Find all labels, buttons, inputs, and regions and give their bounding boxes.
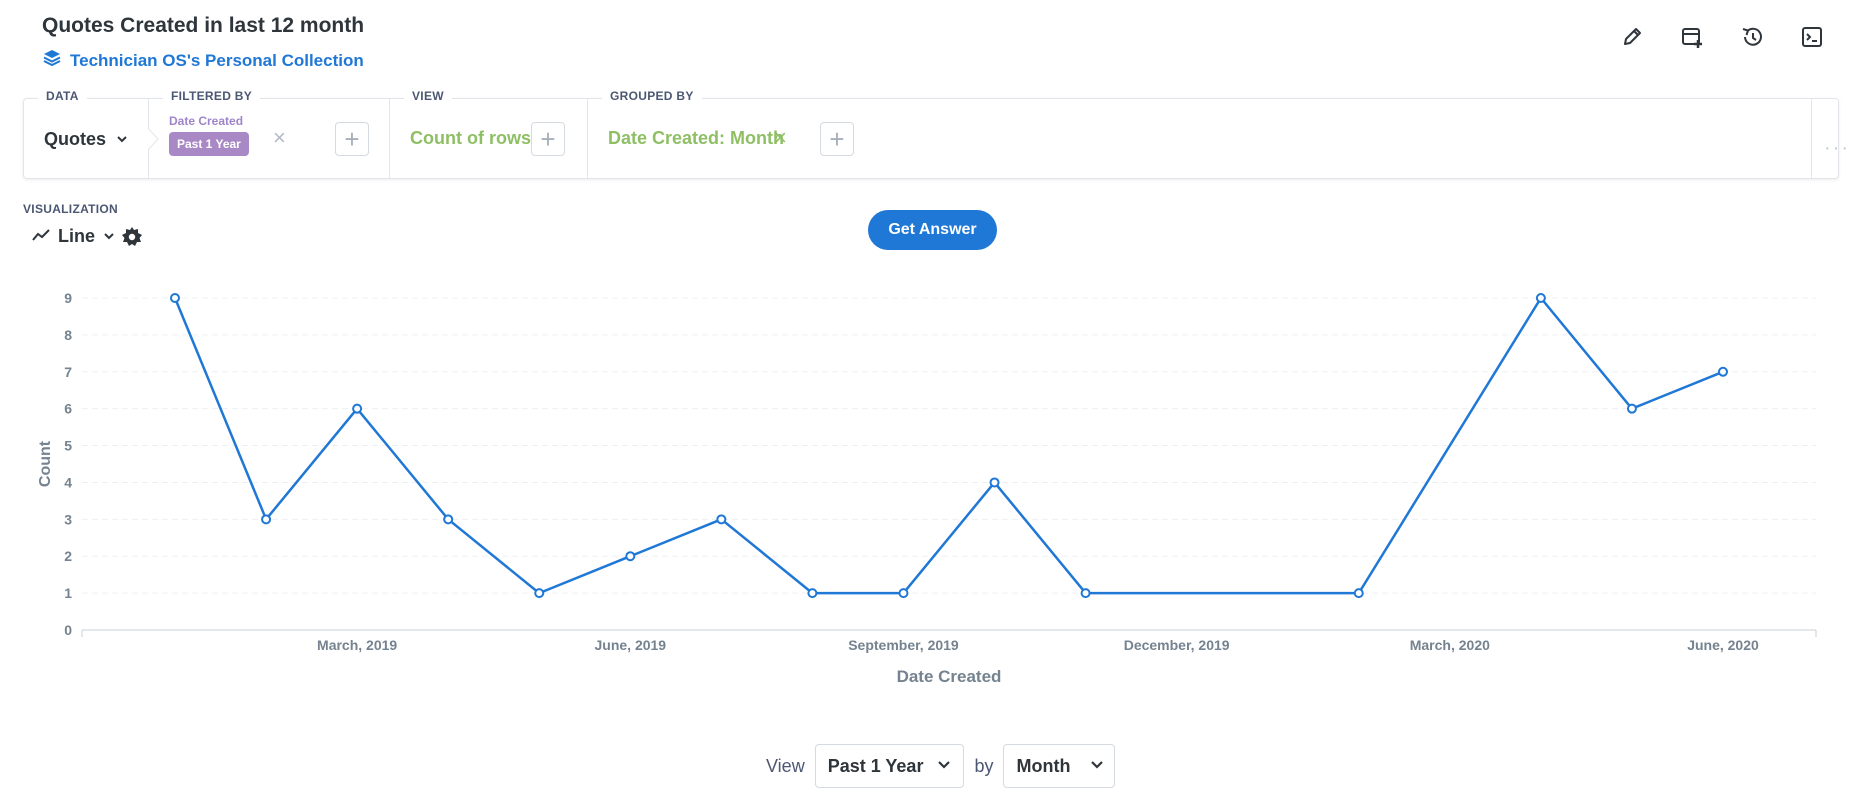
- y-tick-label: 5: [64, 438, 72, 454]
- y-tick-label: 0: [64, 622, 72, 638]
- data-point: [1718, 366, 1728, 377]
- x-tick-label: September, 2019: [848, 637, 959, 653]
- data-point: [352, 403, 363, 414]
- data-point: [1535, 293, 1546, 303]
- chart-grid: [82, 297, 1816, 594]
- chevron-down-icon: [103, 226, 115, 247]
- x-tick-label: June, 2020: [1687, 637, 1759, 653]
- x-tick-label: March, 2020: [1410, 637, 1490, 653]
- chevron-down-icon: [937, 756, 951, 777]
- filter-section: FILTERED BY Date Created Past 1 Year × +: [149, 89, 390, 178]
- breakout-field[interactable]: Date Created: Month: [608, 128, 785, 148]
- data-source-name: Quotes: [44, 129, 107, 149]
- chevron-down-icon: [1090, 756, 1104, 777]
- data-point: [1080, 588, 1091, 599]
- x-tick-label: June, 2019: [594, 637, 666, 653]
- line-chart-icon: [32, 226, 50, 247]
- question-actions: [1619, 24, 1825, 50]
- remove-filter-close-icon[interactable]: ×: [273, 125, 286, 150]
- filter-value: Past 1 Year: [169, 132, 249, 156]
- data-point: [807, 588, 818, 599]
- by-label: by: [974, 755, 994, 776]
- data-point: [625, 551, 636, 562]
- add-to-dashboard-icon[interactable]: [1679, 24, 1705, 50]
- data-point: [989, 477, 1000, 488]
- y-axis-label: Count: [37, 440, 54, 487]
- data-point: [716, 514, 727, 525]
- data-point: [170, 293, 180, 303]
- visualization-type-selector[interactable]: Line: [32, 226, 115, 247]
- view-section: VIEW Count of rows +: [390, 89, 588, 178]
- filter-field: Date Created: [169, 114, 244, 128]
- y-tick-label: 6: [64, 401, 72, 417]
- data-source-selector[interactable]: Quotes: [44, 129, 128, 150]
- section-arrow-icon: [148, 128, 159, 150]
- x-axis-label: Date Created: [897, 667, 1002, 686]
- group-section: GROUPED BY Date Created: Month × +: [588, 89, 1812, 178]
- add-metric-button[interactable]: +: [531, 122, 565, 156]
- data-point: [261, 514, 272, 525]
- data-point: [1353, 588, 1364, 599]
- chart-axes: 0 1 2 3 4 5 6 7 8 9 March, 2019 June, 2019 September…: [64, 290, 1817, 653]
- line-chart: 0 1 2 3 4 5 6 7 8 9 March, 2019 June, 2019 September…: [37, 290, 1817, 686]
- chart-points: [170, 293, 1728, 599]
- aggregation-metric[interactable]: Count of rows: [410, 128, 531, 148]
- view-section-label: VIEW: [404, 89, 452, 103]
- data-point: [443, 514, 454, 525]
- remove-breakout-close-icon[interactable]: ×: [774, 125, 787, 150]
- chevron-down-icon: [116, 129, 128, 150]
- add-breakout-button[interactable]: +: [820, 122, 854, 156]
- y-tick-label: 8: [64, 327, 72, 343]
- page-title: Quotes Created in last 12 month: [42, 14, 365, 37]
- y-tick-label: 4: [64, 474, 72, 490]
- get-answer-button[interactable]: Get Answer: [868, 210, 997, 250]
- more-options-icon[interactable]: ···: [1824, 137, 1850, 159]
- query-builder: DATA Quotes FILTERED BY Date Created Pas…: [23, 89, 1848, 179]
- view-label: View: [766, 755, 805, 776]
- date-range-value: Past 1 Year: [827, 755, 924, 776]
- y-tick-label: 9: [64, 290, 72, 306]
- data-section-label: DATA: [38, 89, 87, 103]
- more-section: ···: [1812, 99, 1848, 178]
- filter-pill[interactable]: Date Created Past 1 Year: [169, 114, 249, 156]
- data-point: [1626, 403, 1637, 414]
- gear-icon[interactable]: [120, 225, 144, 254]
- group-section-label: GROUPED BY: [602, 89, 702, 103]
- date-range-select[interactable]: Past 1 Year: [814, 744, 965, 788]
- y-tick-label: 7: [64, 364, 72, 380]
- y-tick-label: 2: [64, 548, 72, 564]
- visualization-type-name: Line: [58, 226, 96, 246]
- data-point: [898, 588, 909, 599]
- time-unit-value: Month: [1016, 755, 1071, 776]
- x-tick-label: March, 2019: [317, 637, 397, 653]
- collection-link[interactable]: Technician OS's Personal Collection: [42, 48, 364, 73]
- history-icon[interactable]: [1739, 24, 1765, 50]
- time-unit-select[interactable]: Month: [1003, 744, 1116, 788]
- add-filter-button[interactable]: +: [335, 122, 369, 156]
- y-tick-label: 3: [64, 511, 72, 527]
- header: Quotes Created in last 12 month Technici…: [42, 14, 364, 73]
- visualization-label: VISUALIZATION: [23, 202, 119, 216]
- data-section: DATA Quotes: [24, 89, 159, 178]
- time-series-controls: View Past 1 Year by Month: [766, 744, 1116, 788]
- collection-name: Technician OS's Personal Collection: [70, 50, 364, 70]
- x-tick-label: December, 2019: [1124, 637, 1230, 653]
- pencil-icon[interactable]: [1619, 24, 1645, 50]
- data-point: [534, 588, 545, 599]
- y-tick-label: 1: [64, 585, 72, 601]
- filter-section-label: FILTERED BY: [163, 89, 261, 103]
- collection-icon: [42, 48, 62, 73]
- sql-console-icon[interactable]: [1799, 24, 1825, 50]
